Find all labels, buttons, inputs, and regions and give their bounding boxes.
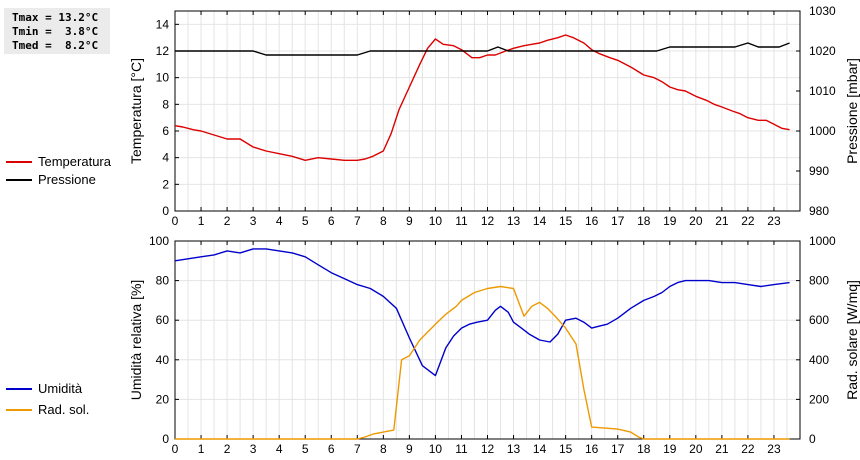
x-tick-label: 12 <box>481 442 495 456</box>
x-tick-label: 21 <box>715 214 729 228</box>
x-tick-label: 20 <box>689 442 703 456</box>
x-tick-label: 18 <box>637 214 651 228</box>
x-tick-label: 15 <box>559 214 573 228</box>
x-tick-label: 1 <box>198 214 205 228</box>
y-tick-label: 10 <box>156 71 170 85</box>
legend-label: Pressione <box>38 172 96 187</box>
x-tick-label: 7 <box>354 214 361 228</box>
y-tick-label: 80 <box>156 274 170 288</box>
x-tick-label: 3 <box>250 214 257 228</box>
series-line-rad-sol <box>175 285 790 440</box>
x-tick-label: 21 <box>715 442 729 456</box>
x-tick-label: 13 <box>507 442 521 456</box>
stats-tmed: Tmed = 8.2°C <box>12 39 99 52</box>
series-line-temperatura <box>174 34 790 162</box>
y-tick-label: 60 <box>156 313 170 327</box>
x-tick-label: 18 <box>637 442 651 456</box>
x-tick-label: 2 <box>224 442 231 456</box>
x-tick-label: 17 <box>611 214 625 228</box>
x-tick-label: 10 <box>429 442 443 456</box>
x-tick-label: 20 <box>689 214 703 228</box>
x-tick-label: 23 <box>767 214 781 228</box>
x-tick-label: 14 <box>533 442 547 456</box>
x-tick-label: 8 <box>380 214 387 228</box>
x-tick-label: 11 <box>455 214 468 228</box>
y2-tick-label: 400 <box>809 353 829 367</box>
legend-swatch <box>6 179 32 181</box>
x-tick-label: 5 <box>302 442 309 456</box>
y-tick-label: 0 <box>162 204 169 218</box>
y-tick-label: 4 <box>162 151 169 165</box>
x-tick-label: 1 <box>198 442 205 456</box>
x-tick-label: 8 <box>380 442 387 456</box>
y-tick-label: 0 <box>162 432 169 446</box>
x-tick-label: 17 <box>611 442 625 456</box>
y2-axis-title: Rad. solare [W/mq] <box>844 280 860 400</box>
x-tick-label: 13 <box>507 214 521 228</box>
x-tick-label: 19 <box>663 442 677 456</box>
x-tick-label: 9 <box>406 442 413 456</box>
y-tick-label: 14 <box>156 17 170 31</box>
x-tick-label: 16 <box>585 442 599 456</box>
x-tick-label: 10 <box>429 214 443 228</box>
temperature-pressure-chart: 0 1 2 3 4 5 6 7 8 9 10 11 12 13 14 15 16 17 18 19 20 21 22 2302… <box>128 4 860 228</box>
legend-swatch <box>6 161 32 163</box>
x-tick-label: 4 <box>276 214 283 228</box>
y2-tick-label: 1010 <box>809 84 836 98</box>
stats-box: Tmax = 13.2°C Tmin = 3.8°C Tmed = 8.2°C <box>4 8 110 54</box>
x-tick-label: 6 <box>328 442 335 456</box>
legend-label: Rad. sol. <box>38 402 90 417</box>
x-tick-label: 7 <box>354 442 361 456</box>
legend-label: Temperatura <box>38 154 111 169</box>
y-tick-label: 40 <box>156 353 170 367</box>
legend-label: Umidità <box>38 381 83 396</box>
x-tick-label: 0 <box>172 214 179 228</box>
x-tick-label: 22 <box>741 442 755 456</box>
x-tick-label: 5 <box>302 214 309 228</box>
y-axis-title: Temperatura [°C] <box>128 58 144 164</box>
y-tick-label: 2 <box>162 177 169 191</box>
y2-axis-title: Pressione [mbar] <box>844 58 860 164</box>
y-tick-label: 12 <box>156 44 170 58</box>
x-tick-label: 15 <box>559 442 573 456</box>
x-tick-label: 6 <box>328 214 335 228</box>
y-axis-title: Umidità relativa [%] <box>128 280 144 401</box>
y2-tick-label: 1020 <box>809 44 836 58</box>
x-tick-label: 16 <box>585 214 599 228</box>
humidity-radiation-chart: 0 1 2 3 4 5 6 7 8 9 10 11 12 13 14 15 16 17 18 19 20 21 22 2302… <box>128 234 860 456</box>
stats-tmin: Tmin = 3.8°C <box>12 25 99 38</box>
y2-tick-label: 980 <box>809 204 829 218</box>
x-tick-label: 11 <box>455 442 468 456</box>
series-line-umidit <box>174 248 790 377</box>
x-tick-label: 19 <box>663 214 677 228</box>
x-tick-label: 22 <box>741 214 755 228</box>
y-tick-label: 100 <box>149 234 169 248</box>
x-tick-label: 23 <box>767 442 781 456</box>
y2-tick-label: 1000 <box>809 234 836 248</box>
y2-tick-label: 1000 <box>809 124 836 138</box>
y-tick-label: 6 <box>162 124 169 138</box>
y2-tick-label: 0 <box>809 432 816 446</box>
stats-tmax: Tmax = 13.2°C <box>12 11 99 24</box>
legend-swatch <box>6 388 32 390</box>
x-tick-label: 12 <box>481 214 495 228</box>
x-tick-label: 4 <box>276 442 283 456</box>
y2-tick-label: 200 <box>809 392 829 406</box>
y-tick-label: 20 <box>156 392 170 406</box>
y-tick-label: 8 <box>162 97 169 111</box>
y2-tick-label: 600 <box>809 313 829 327</box>
y2-tick-label: 800 <box>809 274 829 288</box>
x-tick-label: 14 <box>533 214 547 228</box>
x-tick-label: 2 <box>224 214 231 228</box>
x-tick-label: 0 <box>172 442 179 456</box>
legend-swatch <box>6 409 32 411</box>
x-tick-label: 3 <box>250 442 257 456</box>
y2-tick-label: 990 <box>809 164 829 178</box>
series-line-pressione <box>175 42 790 56</box>
y2-tick-label: 1030 <box>809 4 836 18</box>
x-tick-label: 9 <box>406 214 413 228</box>
